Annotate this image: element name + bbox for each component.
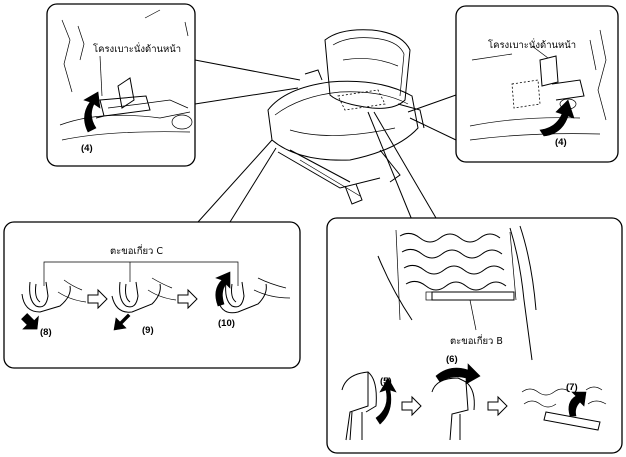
detail-front-frame-right: โครงเบาะนั่งด้านหน้า (4) (455, 5, 619, 163)
step-10-label: (10) (218, 318, 235, 329)
step-8-label: (8) (40, 327, 52, 338)
front-seat-frame-label-left: โครงเบาะนั่งด้านหน้า (93, 42, 181, 55)
hook-c-label: ตะขอเกี่ยว C (110, 244, 163, 257)
front-seat-frame-label-right: โครงเบาะนั่งด้านหน้า (488, 38, 576, 51)
step-5-label: (5) (380, 376, 392, 387)
step-6-label: (6) (446, 354, 458, 365)
step-7-label: (7) (566, 382, 578, 393)
hook-b-label: ตะขอเกี่ยว B (450, 334, 503, 347)
seat-illustration (267, 29, 425, 205)
detail-hook-c: (8) (9) (10) ตะขอเกี่ยว C (3, 221, 301, 369)
seat-spring-pattern (395, 229, 517, 321)
detail-hook-b: ตะขอเกี่ยว B (5) (6) (7) (326, 217, 623, 454)
callout-lines (194, 59, 457, 223)
step-4-label-left: (4) (81, 143, 93, 154)
step-4-label-right: (4) (555, 137, 567, 148)
step-9-label: (9) (142, 325, 154, 336)
detail-front-frame-left: โครงเบาะนั่งด้านหน้า (4) (46, 3, 196, 167)
